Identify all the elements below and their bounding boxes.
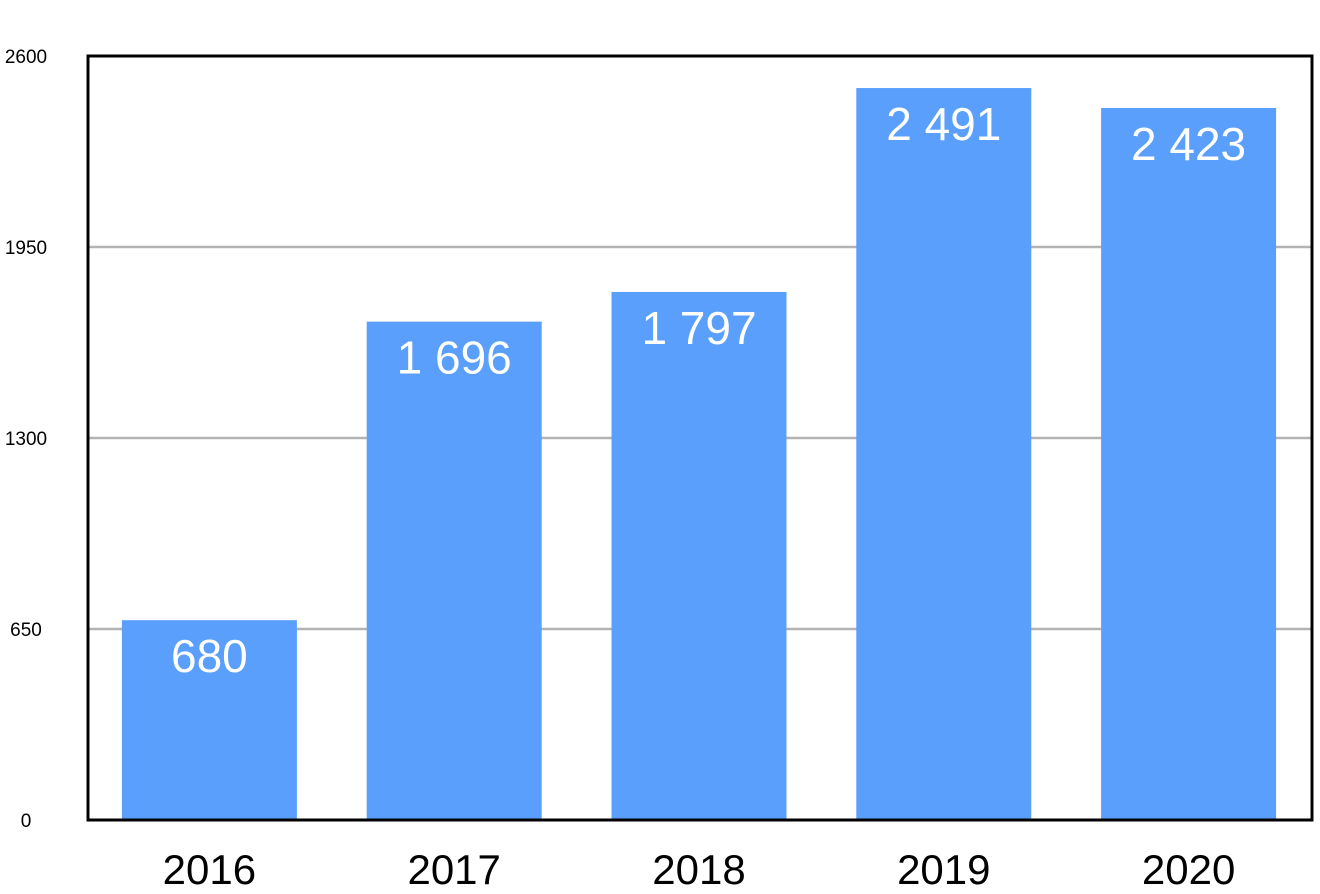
y-tick-label: 1300 — [5, 429, 47, 450]
x-tick-label: 2018 — [652, 846, 745, 893]
y-tick-label: 650 — [10, 620, 42, 641]
bar-2018 — [611, 291, 787, 820]
y-tick-label: 2600 — [5, 47, 47, 68]
x-tick-label: 2016 — [163, 846, 256, 893]
x-tick-label: 2019 — [897, 846, 990, 893]
x-tick-label: 2017 — [407, 846, 500, 893]
bar-2016 — [121, 620, 297, 820]
data-label-2020: 2 423 — [1131, 118, 1246, 170]
bars — [121, 88, 1277, 821]
data-labels: 680 1 696 1 797 2 491 2 423 — [171, 98, 1246, 682]
data-label-2018: 1 797 — [641, 302, 756, 354]
x-axis-ticks: 2016 2017 2018 2019 2020 — [163, 846, 1236, 893]
data-label-2016: 680 — [171, 630, 248, 682]
bar-2019 — [856, 88, 1032, 820]
y-axis-ticks: 0 650 1300 1950 2600 — [5, 47, 47, 832]
y-tick-label: 1950 — [5, 238, 47, 259]
data-label-2017: 1 696 — [397, 332, 512, 384]
bar-2020 — [1101, 108, 1277, 821]
bar-2017 — [366, 321, 542, 820]
y-tick-label: 0 — [21, 811, 32, 832]
data-label-2019: 2 491 — [886, 98, 1001, 150]
x-tick-label: 2020 — [1142, 846, 1235, 893]
plot-frame — [86, 54, 1314, 822]
